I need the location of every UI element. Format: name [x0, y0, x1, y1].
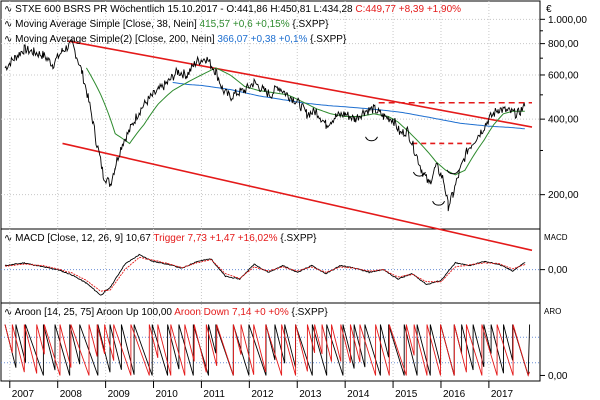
sma200-legend-text: Moving Average Simple(2) [Close, 200, Ne…	[15, 34, 217, 45]
sma38-legend-suffix: {.SXPP}	[292, 19, 329, 30]
macd-legend-text: MACD [Close, 12, 26, 9] 10,67	[15, 233, 153, 244]
grid-lines	[1, 1, 540, 381]
sma200-legend-value: 366,07 +0,38 +0,1%	[217, 34, 307, 45]
year-tick-label: 2017	[491, 389, 514, 400]
legend-line-icon: ∿	[4, 4, 12, 15]
sma38-legend-text: Moving Average Simple [Close, 38, Nein]	[15, 19, 199, 30]
macd-plot	[4, 253, 526, 296]
macd-legend: ∿ MACD [Close, 12, 26, 9] 10,67 Trigger …	[4, 233, 317, 244]
legend-line-icon: ∿	[4, 34, 12, 45]
sma38-legend-value: 415,57 +0,6 +0,15%	[200, 19, 290, 30]
aroon-legend-text: Aroon [14, 25, 75] Aroon Up 100,00	[15, 307, 175, 318]
pattern-marker	[412, 171, 426, 177]
price-y-tick-label: 800,00	[548, 39, 579, 50]
year-tick-label: 2008	[60, 389, 83, 400]
year-tick-label: 2015	[395, 389, 418, 400]
year-tick-label: 2007	[12, 389, 35, 400]
macd-y-tick-label: 0,00	[548, 265, 568, 276]
sma38-line	[85, 67, 525, 176]
pattern-marker	[365, 136, 378, 142]
price-legend-text: STXE 600 BSRS PR Wöchentlich 15.10.2017 …	[15, 4, 355, 15]
price-plot	[4, 39, 533, 252]
aroon-panel-label: ARO	[544, 307, 561, 316]
sma38-legend: ∿ Moving Average Simple [Close, 38, Nein…	[4, 19, 329, 30]
currency-marker: €	[546, 4, 552, 15]
pattern-marker	[446, 169, 460, 175]
sma200-line	[172, 82, 525, 130]
year-tick-label: 2012	[251, 389, 274, 400]
aroon_down-line	[4, 324, 531, 377]
price-y-tick-label: 200,00	[548, 190, 579, 201]
macd-legend-suffix: {.SXPP}	[280, 233, 317, 244]
macd-legend-trigger: Trigger 7,73 +1,47 +16,02%	[153, 233, 277, 244]
year-tick-label: 2013	[299, 389, 322, 400]
aroon-legend-suffix: {.SXPP}	[292, 307, 329, 318]
trigger-line	[4, 257, 526, 292]
sma200-legend-suffix: {.SXPP}	[310, 34, 347, 45]
legend-line-icon: ∿	[4, 307, 12, 318]
year-tick-label: 2010	[156, 389, 179, 400]
year-tick-label: 2011	[203, 389, 225, 400]
aroon-legend: ∿ Aroon [14, 25, 75] Aroon Up 100,00 Aro…	[4, 307, 328, 318]
price-legend-close: C:449,77 +8,39 +1,90%	[355, 4, 461, 15]
aroon-legend-down: Aroon Down 7,14 +0 +0%	[174, 307, 289, 318]
legend-line-icon: ∿	[4, 233, 12, 244]
year-tick-label: 2014	[347, 389, 370, 400]
aroon-y-tick-label: 0,00	[548, 371, 568, 382]
price-y-tick-label: 1.000,00	[548, 15, 587, 26]
aroon-plot	[4, 324, 531, 377]
legend-line-icon: ∿	[4, 19, 12, 30]
trend-channel-line	[67, 40, 533, 128]
pattern-marker	[432, 200, 446, 206]
price-y-tick-label: 600,00	[548, 70, 579, 81]
price-y-tick-label: 400,00	[548, 115, 579, 126]
price-legend: ∿ STXE 600 BSRS PR Wöchentlich 15.10.201…	[4, 4, 461, 15]
sma200-legend: ∿ Moving Average Simple(2) [Close, 200, …	[4, 34, 347, 45]
year-tick-label: 2009	[108, 389, 131, 400]
year-tick-label: 2016	[443, 389, 466, 400]
macd-panel[interactable]	[0, 228, 541, 304]
axis-ticks: 1.000,00 800,00 600,00 400,00 200,00 2007 2008…	[9, 15, 587, 400]
trend-channel-line	[62, 142, 533, 252]
macd-panel-label: MACD	[544, 233, 568, 242]
macd-line	[4, 253, 526, 296]
price-line	[4, 39, 526, 212]
